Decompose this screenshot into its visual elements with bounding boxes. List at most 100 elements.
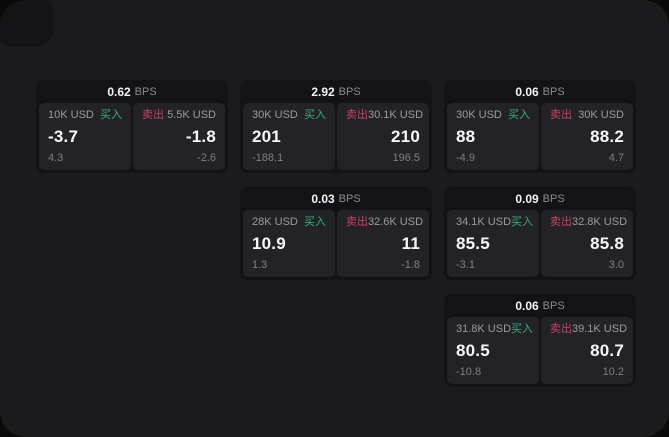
- card-body: 34.1K USD 买入 85.5 -3.1 卖出 32.8K USD 85.8…: [447, 210, 633, 277]
- sell-sub-value: 196.5: [392, 152, 420, 164]
- buy-panel[interactable]: 31.8K USD 买入 80.5 -10.8: [447, 317, 539, 384]
- buy-panel[interactable]: 10K USD 买入 -3.7 4.3: [39, 103, 131, 170]
- buy-price: 80.5: [456, 340, 490, 360]
- sell-panel[interactable]: 卖出 32.8K USD 85.8 3.0: [541, 210, 633, 277]
- card-header: 0.06 BPS: [447, 80, 633, 103]
- sell-amount: 30.1K USD: [368, 109, 424, 121]
- sell-price: 80.7: [590, 340, 624, 360]
- sell-amount: 30K USD: [578, 109, 624, 121]
- sell-top-row: 卖出 39.1K USD: [550, 323, 628, 335]
- buy-amount: 34.1K USD: [456, 216, 512, 228]
- card-body: 30K USD 买入 201 -188.1 卖出 30.1K USD 210 1…: [243, 103, 429, 170]
- buy-tag: 买入: [511, 323, 534, 335]
- sell-amount: 32.8K USD: [572, 216, 628, 228]
- sell-panel[interactable]: 卖出 5.5K USD -1.8 -2.6: [133, 103, 225, 170]
- buy-price: 88: [456, 126, 476, 146]
- buy-price: 85.5: [456, 233, 490, 253]
- card-body: 28K USD 买入 10.9 1.3 卖出 32.6K USD 11 -1.8: [243, 210, 429, 277]
- buy-amount: 31.8K USD: [456, 323, 512, 335]
- card-body: 10K USD 买入 -3.7 4.3 卖出 5.5K USD -1.8 -2.…: [39, 103, 225, 170]
- sell-price: 210: [391, 126, 420, 146]
- sell-top-row: 卖出 5.5K USD: [142, 110, 216, 121]
- spread-bps-value: 0.06: [515, 84, 539, 99]
- buy-price: 201: [252, 126, 281, 146]
- spread-bps-value: 0.06: [515, 298, 539, 313]
- buy-tag: 买入: [304, 109, 326, 121]
- spread-bps-value: 2.92: [311, 84, 335, 99]
- corner-ornament: [0, 0, 54, 47]
- sell-panel[interactable]: 卖出 39.1K USD 80.7 10.2: [541, 317, 633, 384]
- sell-price: -1.8: [185, 126, 216, 146]
- buy-top-row: 31.8K USD 买入: [456, 323, 534, 335]
- sell-tag: 卖出: [550, 216, 572, 228]
- buy-panel[interactable]: 28K USD 买入 10.9 1.3: [243, 210, 335, 277]
- buy-amount: 10K USD: [48, 109, 94, 121]
- spread-bps-unit: BPS: [338, 85, 361, 98]
- buy-tag: 买入: [304, 216, 326, 228]
- card-header: 0.09 BPS: [447, 187, 633, 210]
- sell-sub-value: 4.7: [608, 152, 624, 164]
- buy-amount: 30K USD: [456, 109, 502, 121]
- sell-tag: 卖出: [550, 109, 572, 121]
- sell-price: 11: [401, 233, 420, 253]
- buy-panel[interactable]: 34.1K USD 买入 85.5 -3.1: [447, 210, 539, 277]
- sell-price: 88.2: [590, 126, 624, 146]
- quote-card-3[interactable]: 0.06 BPS 30K USD 买入 88 -4.9 卖出 30K USD: [444, 80, 636, 173]
- sell-tag: 卖出: [346, 216, 368, 228]
- buy-top-row: 30K USD 买入: [456, 110, 530, 121]
- sell-tag: 卖出: [142, 109, 164, 121]
- buy-top-row: 34.1K USD 买入: [456, 216, 533, 228]
- buy-top-row: 28K USD 买入: [252, 217, 326, 228]
- sell-sub-value: -1.8: [401, 259, 420, 271]
- buy-panel[interactable]: 30K USD 买入 88 -4.9: [447, 103, 539, 170]
- sell-sub-value: -2.6: [197, 152, 216, 164]
- buy-top-row: 30K USD 买入: [252, 110, 326, 121]
- card-body: 30K USD 买入 88 -4.9 卖出 30K USD 88.2 4.7: [447, 103, 633, 170]
- sell-sub-value: 3.0: [608, 259, 624, 271]
- buy-sub-value: 1.3: [252, 259, 268, 271]
- buy-sub-value: -188.1: [252, 152, 284, 164]
- quote-card-1[interactable]: 0.62 BPS 10K USD 买入 -3.7 4.3 卖出 5.5K USD: [36, 80, 228, 173]
- buy-amount: 30K USD: [252, 109, 298, 121]
- card-header: 2.92 BPS: [243, 80, 429, 103]
- sell-sub-value: 10.2: [602, 366, 624, 378]
- sell-tag: 卖出: [550, 323, 572, 335]
- card-header: 0.03 BPS: [243, 187, 429, 210]
- quote-card-2[interactable]: 2.92 BPS 30K USD 买入 201 -188.1 卖出 30.1K …: [240, 80, 432, 173]
- buy-sub-value: -10.8: [456, 366, 482, 378]
- quote-card-5[interactable]: 0.09 BPS 34.1K USD 买入 85.5 -3.1 卖出 32.8K…: [444, 187, 636, 280]
- sell-amount: 32.6K USD: [368, 216, 424, 228]
- spread-bps-unit: BPS: [338, 192, 361, 205]
- sell-panel[interactable]: 卖出 32.6K USD 11 -1.8: [337, 210, 429, 277]
- spread-bps-value: 0.03: [311, 191, 335, 206]
- sell-panel[interactable]: 卖出 30.1K USD 210 196.5: [337, 103, 429, 170]
- buy-sub-value: -4.9: [456, 152, 475, 164]
- quote-card-6[interactable]: 0.06 BPS 31.8K USD 买入 80.5 -10.8 卖出 39.1…: [444, 294, 636, 387]
- buy-sub-value: -3.1: [456, 259, 475, 271]
- sell-amount: 5.5K USD: [167, 109, 216, 121]
- card-body: 31.8K USD 买入 80.5 -10.8 卖出 39.1K USD 80.…: [447, 317, 633, 384]
- buy-top-row: 10K USD 买入: [48, 110, 122, 121]
- sell-top-row: 卖出 30K USD: [550, 110, 624, 121]
- spread-bps-unit: BPS: [134, 85, 157, 98]
- spread-bps-value: 0.09: [515, 191, 539, 206]
- buy-price: -3.7: [48, 126, 79, 146]
- buy-sub-value: 4.3: [48, 152, 64, 164]
- sell-tag: 卖出: [346, 109, 368, 121]
- spread-bps-value: 0.62: [107, 84, 131, 99]
- sell-amount: 39.1K USD: [572, 323, 628, 335]
- sell-top-row: 卖出 32.6K USD: [346, 216, 424, 228]
- quote-card-4[interactable]: 0.03 BPS 28K USD 买入 10.9 1.3 卖出 32.6K US…: [240, 187, 432, 280]
- buy-panel[interactable]: 30K USD 买入 201 -188.1: [243, 103, 335, 170]
- sell-price: 85.8: [590, 233, 624, 253]
- quotes-grid: 0.62 BPS 10K USD 买入 -3.7 4.3 卖出 5.5K USD: [36, 80, 636, 387]
- spread-bps-unit: BPS: [542, 85, 565, 98]
- buy-tag: 买入: [100, 109, 122, 121]
- buy-amount: 28K USD: [252, 216, 298, 228]
- card-header: 0.06 BPS: [447, 294, 633, 317]
- sell-panel[interactable]: 卖出 30K USD 88.2 4.7: [541, 103, 633, 170]
- sell-top-row: 卖出 32.8K USD: [550, 216, 628, 228]
- spread-bps-unit: BPS: [542, 299, 565, 312]
- buy-price: 10.9: [252, 233, 286, 253]
